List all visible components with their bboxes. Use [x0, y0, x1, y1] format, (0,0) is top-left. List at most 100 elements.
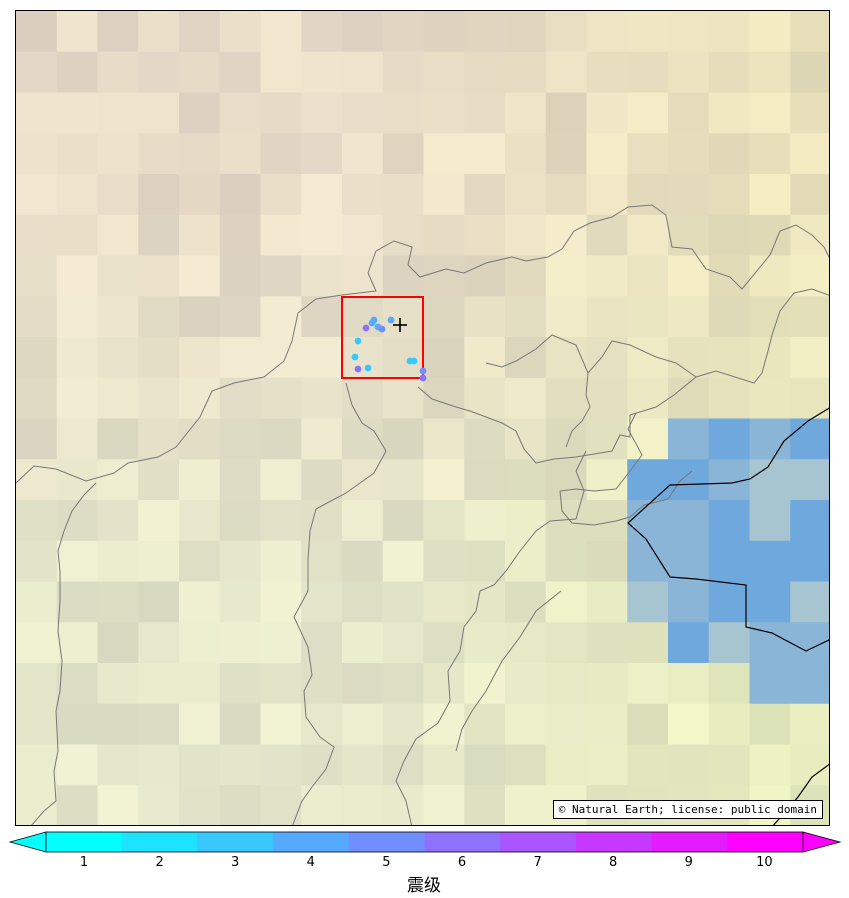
raster-cell — [56, 214, 99, 257]
raster-cell — [668, 418, 710, 460]
raster-cell — [260, 785, 302, 825]
raster-cell — [16, 377, 58, 420]
raster-cell — [464, 92, 506, 134]
border-line — [485, 334, 591, 448]
earthquake-point[interactable] — [410, 357, 418, 365]
raster-cell — [790, 500, 829, 542]
border-line — [587, 340, 697, 378]
raster-cell — [627, 744, 669, 786]
raster-cell — [382, 785, 425, 825]
raster-cell — [505, 500, 547, 542]
raster-cell — [464, 133, 506, 175]
raster-cell — [138, 622, 180, 664]
raster-cell — [260, 377, 302, 420]
raster-cell — [790, 581, 829, 623]
raster-cell — [586, 540, 628, 583]
raster-cell — [627, 459, 669, 501]
colorbar-tick-label: 7 — [533, 855, 542, 870]
raster-cell — [16, 622, 58, 664]
raster-cell — [708, 703, 751, 746]
raster-cell — [219, 581, 262, 623]
raster-cell — [790, 337, 829, 379]
raster-cell — [545, 744, 588, 786]
raster-cell — [260, 459, 302, 501]
raster-cell — [179, 418, 221, 460]
earthquake-point[interactable] — [387, 316, 395, 324]
earthquake-point[interactable] — [354, 365, 362, 373]
raster-cell — [464, 622, 506, 664]
earthquake-point[interactable] — [419, 374, 427, 382]
raster-cell — [749, 377, 791, 420]
raster-cell — [342, 703, 384, 746]
raster-cell — [56, 255, 99, 297]
raster-cell — [708, 174, 751, 216]
raster-cell — [342, 51, 384, 94]
raster-cell — [505, 663, 547, 705]
raster-cell — [301, 337, 343, 379]
border-line — [292, 382, 387, 825]
colorbar-segment — [348, 832, 425, 852]
earthquake-point[interactable] — [378, 325, 386, 333]
raster-cell — [56, 51, 99, 94]
study-region-box[interactable] — [341, 296, 424, 379]
raster-cell — [505, 703, 547, 746]
raster-cell — [423, 418, 465, 460]
raster-cell — [97, 296, 139, 338]
colorbar-segment — [651, 832, 728, 852]
raster-cell — [423, 703, 465, 746]
earthquake-point[interactable] — [362, 324, 370, 332]
raster-cell — [179, 581, 221, 623]
raster-cell — [423, 214, 465, 257]
raster-cell — [749, 214, 791, 257]
raster-cell — [668, 174, 710, 216]
raster-cell — [708, 92, 751, 134]
raster-cell — [545, 11, 588, 53]
raster-cell — [138, 581, 180, 623]
raster-cell — [382, 703, 425, 746]
raster-cell — [219, 11, 262, 53]
raster-cell — [342, 296, 384, 338]
raster-cell — [16, 418, 58, 460]
raster-cell — [382, 377, 425, 420]
raster-cell — [342, 255, 384, 297]
raster-cell — [627, 663, 669, 705]
raster-cell — [342, 11, 384, 53]
earthquake-point[interactable] — [354, 337, 362, 345]
raster-cell — [586, 51, 628, 94]
raster-cell — [301, 296, 343, 338]
map-panel[interactable]: © Natural Earth; license: public domain — [15, 10, 830, 826]
raster-cell — [138, 663, 180, 705]
raster-cell — [464, 337, 506, 379]
raster-cell — [138, 500, 180, 542]
raster-cell — [382, 92, 425, 134]
raster-cell — [423, 92, 465, 134]
raster-cell — [16, 296, 58, 338]
raster-cell — [56, 540, 99, 583]
raster-cell — [301, 92, 343, 134]
raster-cell — [382, 459, 425, 501]
raster-cell — [179, 133, 221, 175]
raster-cell — [342, 500, 384, 542]
raster-cell — [708, 500, 751, 542]
earthquake-point[interactable] — [419, 367, 427, 375]
colorbar-segment — [197, 832, 274, 852]
raster-cell — [56, 703, 99, 746]
raster-cell — [627, 703, 669, 746]
raster-cell — [545, 255, 588, 297]
raster-cell — [97, 133, 139, 175]
raster-cell — [16, 11, 58, 53]
raster-cell — [545, 581, 588, 623]
earthquake-point[interactable] — [364, 364, 372, 372]
raster-cell — [138, 459, 180, 501]
raster-cell — [342, 663, 384, 705]
raster-cell — [16, 703, 58, 746]
raster-cell — [627, 337, 669, 379]
raster-cell — [545, 622, 588, 664]
raster-cell — [749, 255, 791, 297]
raster-cell — [545, 663, 588, 705]
raster-cell — [301, 255, 343, 297]
raster-cell — [16, 255, 58, 297]
earthquake-point[interactable] — [351, 353, 359, 361]
earthquake-point[interactable] — [368, 319, 376, 327]
raster-cell — [586, 622, 628, 664]
